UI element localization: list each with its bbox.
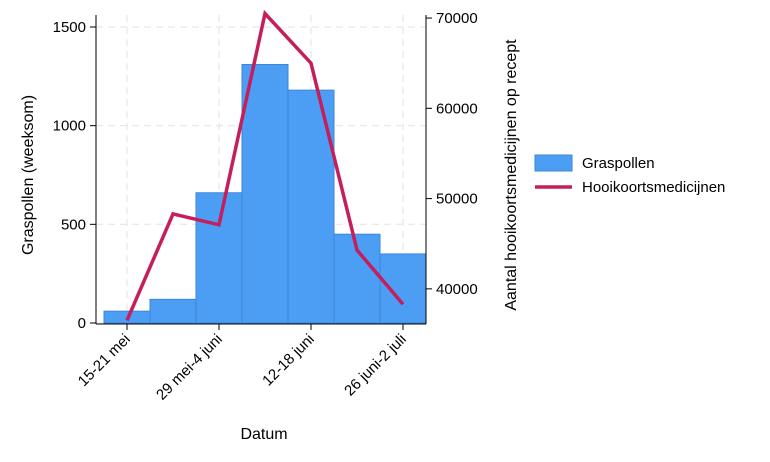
y-left-tick-label: 1500 <box>53 19 86 36</box>
y-right-tick-label: 70000 <box>436 10 478 27</box>
legend-label-hooikoortsmedicijnen: Hooikoortsmedicijnen <box>582 179 725 196</box>
y-axis-right-title: Aantal hooikoortsmedicijnen op recept <box>503 39 520 311</box>
legend: Graspollen Hooikoortsmedicijnen <box>534 154 725 196</box>
x-tick-label: 12-18 juni <box>259 331 318 390</box>
bar <box>241 63 289 324</box>
bar <box>149 298 197 324</box>
bar <box>195 192 243 324</box>
x-tick-label: 29 mei-4 juni <box>153 331 226 404</box>
y-right-tick-label: 50000 <box>436 191 478 208</box>
x-tick-label: 26 juni-2 juli <box>341 331 410 400</box>
x-tick-label: 15-21 mei <box>75 331 134 390</box>
y-left-tick-label: 500 <box>61 216 86 233</box>
bar-series <box>103 63 427 324</box>
x-axis-title: Datum <box>240 426 287 443</box>
y-right-tick-label: 60000 <box>436 100 478 117</box>
legend-swatch-graspollen <box>534 154 573 172</box>
line-series <box>125 9 405 322</box>
y-axis-left-title: Graspollen (weeksom) <box>20 95 37 255</box>
line-series-path <box>125 9 405 322</box>
y-right-tick-label: 40000 <box>436 281 478 298</box>
axes <box>95 15 427 325</box>
bar <box>379 253 427 324</box>
y-left-tick-label: 1000 <box>53 118 86 135</box>
legend-label-graspollen: Graspollen <box>582 155 655 172</box>
y-left-tick-label: 0 <box>78 315 86 332</box>
